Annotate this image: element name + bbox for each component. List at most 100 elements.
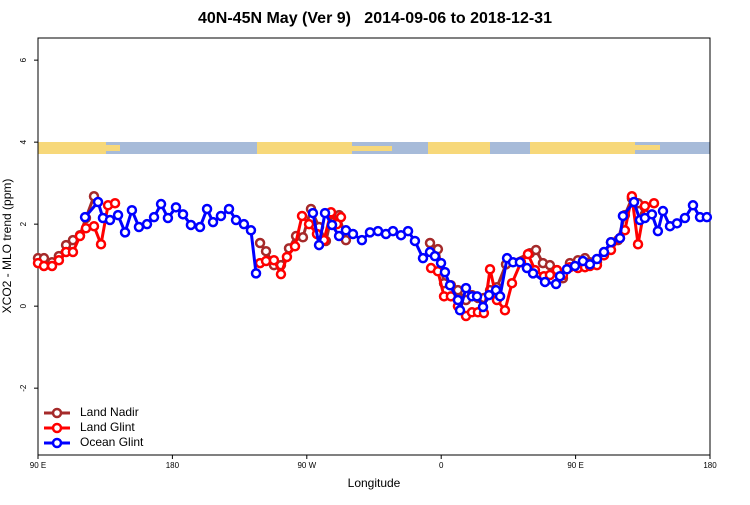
data-point xyxy=(230,214,242,226)
data-point xyxy=(387,225,399,237)
series xyxy=(79,196,713,316)
data-point xyxy=(238,218,250,230)
data-point xyxy=(92,196,104,208)
data-point xyxy=(268,254,280,266)
data-point xyxy=(326,219,338,231)
data-point xyxy=(254,237,266,249)
legend-marker xyxy=(51,437,63,449)
data-point xyxy=(598,246,610,258)
x-tick-label: 180 xyxy=(703,461,717,470)
data-point xyxy=(297,232,309,243)
data-point xyxy=(657,205,669,217)
data-point xyxy=(521,262,533,274)
data-point xyxy=(527,268,539,279)
data-point xyxy=(687,200,699,211)
surface-strip xyxy=(38,142,710,154)
data-point xyxy=(155,198,167,210)
data-point xyxy=(494,291,506,302)
y-tick-label: 2 xyxy=(19,221,28,226)
data-point xyxy=(79,211,91,223)
data-point xyxy=(591,253,603,265)
legend-label: Land Glint xyxy=(80,420,135,434)
data-point xyxy=(554,270,566,282)
data-point xyxy=(112,209,124,221)
data-point xyxy=(319,207,331,219)
data-point xyxy=(289,241,301,252)
data-point xyxy=(506,277,518,289)
data-point xyxy=(74,230,86,242)
data-point xyxy=(364,227,376,238)
data-point xyxy=(444,279,456,291)
data-point xyxy=(617,210,629,222)
data-point xyxy=(53,254,65,266)
data-point xyxy=(530,244,542,256)
plot-frame xyxy=(37,37,711,456)
data-point xyxy=(628,196,640,208)
data-point xyxy=(429,250,441,262)
data-point xyxy=(88,220,100,232)
data-point xyxy=(104,214,116,226)
data-point xyxy=(95,238,107,250)
data-point xyxy=(207,216,219,228)
data-point xyxy=(483,289,495,301)
data-point xyxy=(639,200,651,212)
y-axis-label: XCO2 - MLO trend (ppm) xyxy=(0,179,14,314)
chart-title: 40N-45N May (Ver 9) 2014-09-06 to 2018-1… xyxy=(198,10,552,27)
y-tick-label: -2 xyxy=(19,384,28,392)
data-point xyxy=(245,225,257,236)
y-tick-label: 4 xyxy=(19,139,28,144)
data-point xyxy=(561,264,573,275)
data-point xyxy=(544,259,556,271)
data-point xyxy=(133,221,145,233)
data-point xyxy=(569,260,581,272)
data-point xyxy=(460,282,472,294)
data-point xyxy=(484,264,496,275)
y-tick-label: 6 xyxy=(19,57,28,62)
data-point xyxy=(424,237,436,249)
data-point xyxy=(550,278,562,290)
data-point xyxy=(275,268,287,280)
data-point xyxy=(335,211,347,223)
legend-label: Ocean Glint xyxy=(80,435,144,449)
data-point xyxy=(347,228,359,240)
data-point xyxy=(477,301,489,313)
data-point xyxy=(296,210,308,222)
data-point xyxy=(701,211,713,223)
data-point xyxy=(109,197,121,209)
x-tick-label: 90 E xyxy=(567,461,583,470)
data-point xyxy=(435,257,447,269)
data-point xyxy=(119,227,131,238)
x-tick-label: 90 E xyxy=(30,461,46,470)
data-point xyxy=(215,210,227,222)
data-point xyxy=(141,218,153,230)
data-point xyxy=(38,260,50,272)
data-point xyxy=(67,246,79,258)
data-point xyxy=(281,251,293,263)
data-point xyxy=(452,294,464,306)
data-point xyxy=(250,268,262,279)
data-point xyxy=(671,218,683,229)
data-point xyxy=(223,203,235,215)
data-point xyxy=(454,305,466,316)
data-point xyxy=(632,238,644,250)
data-point xyxy=(614,232,626,244)
data-point xyxy=(356,234,368,246)
data-point xyxy=(80,223,92,234)
data-point xyxy=(544,269,556,281)
y-tick-label: 0 xyxy=(19,303,28,308)
data-point xyxy=(201,203,213,215)
data-point xyxy=(162,212,174,224)
data-point xyxy=(46,260,58,272)
data-point xyxy=(584,259,596,270)
x-tick-label: 0 xyxy=(439,461,444,470)
x-axis-label: Longitude xyxy=(348,476,401,490)
data-point xyxy=(417,252,429,264)
data-point xyxy=(652,225,664,237)
data-point xyxy=(514,257,526,268)
legend-label: Land Nadir xyxy=(80,405,139,419)
data-point xyxy=(605,236,617,248)
data-point xyxy=(409,235,421,247)
series-line xyxy=(83,200,707,312)
data-point xyxy=(402,225,414,237)
